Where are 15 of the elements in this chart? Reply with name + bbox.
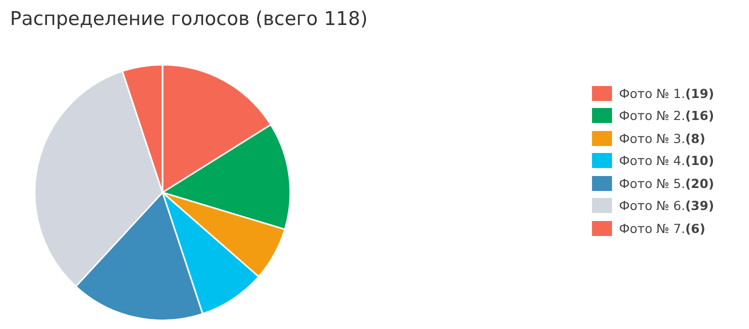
chart-title: Распределение голосов (всего 118) [10,8,368,30]
data-label: (16) [685,108,714,124]
data-label: (20) [685,176,714,191]
legend-label: Фото № 6. [619,198,686,214]
legend-label: Фото № 7. [619,220,686,236]
data-label: (10) [685,153,714,168]
legend-label: Фото № 5. [619,176,686,191]
data-label: (19) [685,86,714,101]
legend-label: Фото № 3. [619,130,686,146]
data-label: (39) [685,198,714,214]
legend-label: Фото № 2. [619,108,686,124]
data-label: (6) [685,220,706,236]
data-label: (8) [685,130,706,146]
legend-label: Фото № 1. [619,86,686,101]
legend-label: Фото № 4. [619,153,686,168]
